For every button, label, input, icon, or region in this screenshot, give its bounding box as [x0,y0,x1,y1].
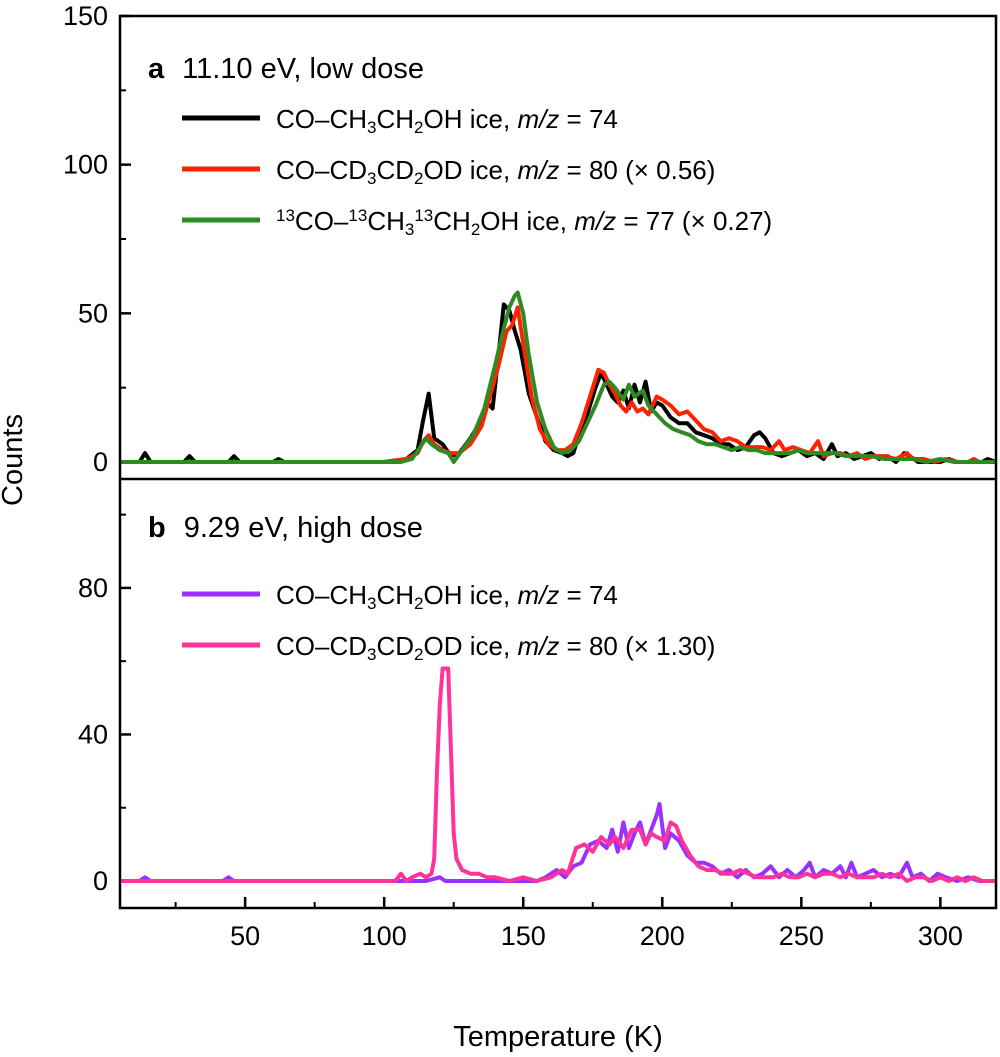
x-tick-label: 250 [779,921,824,951]
legend-label: CO–CD3CD2OD ice, m/z = 80 (× 1.30) [276,631,715,664]
series-line-0-0 [120,302,996,464]
y-tick-label: 150 [63,1,108,31]
legend-label: CO–CH3CH2OH ice, m/z = 74 [276,580,618,613]
panel-letter: b [148,512,166,544]
x-axis: 50 100 150 200 250 300 [174,897,963,951]
series-line-0-1 [120,305,996,464]
series-line-1-1 [120,666,996,883]
y-tick-label: 40 [78,719,108,749]
x-axis-title: Temperature (K) [453,1021,663,1053]
y-tick-label: 0 [93,866,108,896]
y-tick-label: 0 [93,447,108,477]
panel-b-chart: 0 40 80 b 9.29 eV, high dose CO–CH3CH2OH ice,… [78,512,996,896]
series-line-1-0 [120,802,996,883]
x-tick-label: 50 [230,921,260,951]
series-line-0-2 [120,290,996,464]
x-tick-label: 200 [640,921,685,951]
y-tick-label: 50 [78,298,108,328]
x-tick-label: 300 [918,921,963,951]
plot-frame [118,14,998,910]
legend-label: CO–CH3CH2OH ice, m/z = 74 [276,104,618,137]
y-tick-label: 100 [63,150,108,180]
panel-letter: a [148,53,165,85]
y-tick-label: 80 [78,573,108,603]
legend-label: CO–CD3CD2OD ice, m/z = 80 (× 0.56) [276,155,715,188]
legend-label: 13CO–13CH313CH2OH ice, m/z = 77 (× 0.27) [276,206,772,239]
x-tick-label: 100 [362,921,407,951]
panel-title-text: 11.10 eV, low dose [182,53,424,85]
panel-title: a 11.10 eV, low dose [148,53,424,85]
x-tick-label: 150 [501,921,546,951]
panel-a-chart: 0 50 100 150 a 11.10 eV, low dose CO–CH3CH2OH … [63,1,996,477]
panel-title: b 9.29 eV, high dose [148,512,423,544]
panel-title-text: 9.29 eV, high dose [184,512,423,544]
y-axis-title: Counts [0,414,29,506]
